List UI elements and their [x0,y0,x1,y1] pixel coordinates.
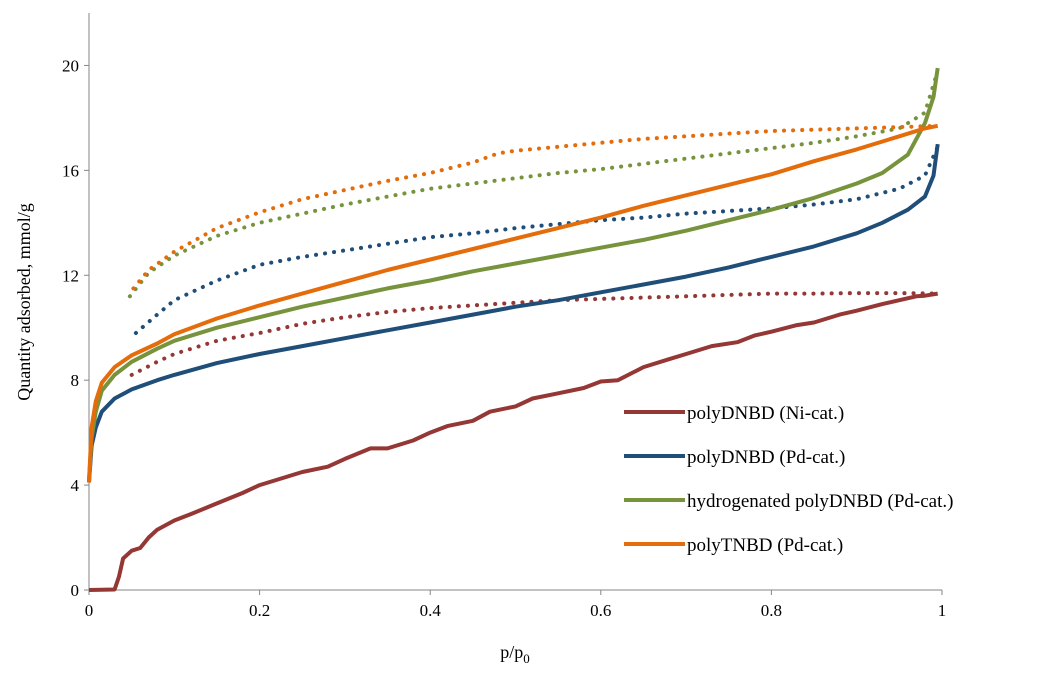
legend-label: polyDNBD (Ni-cat.) [687,403,844,424]
y-tick-label: 0 [71,581,80,600]
x-axis-title-main: p/p [500,642,523,662]
series-line-6-solid [87,123,939,483]
x-tick-label: 1 [938,601,947,620]
series-line-4-solid [87,67,940,480]
legend-label: polyDNBD (Pd-cat.) [687,447,845,468]
y-tick-label: 12 [62,266,79,285]
x-axis-title-subscript: 0 [523,651,530,666]
axes [88,13,942,591]
x-tick-label: 0.8 [761,601,782,620]
y-tick-label: 4 [71,476,80,495]
x-tick-label: 0.6 [590,601,611,620]
x-tick-label: 0 [85,601,94,620]
ticks [84,64,943,595]
tick-labels: 0 4 8 12 16 20 0 0.2 0.4 0.6 0.8 1 [62,56,946,620]
y-axis-title: Quantity adsorbed, mmol/g [14,203,34,400]
series-line-3-dotted [133,144,940,335]
y-tick-label: 16 [62,161,79,180]
series-line-5-dotted [127,68,940,299]
y-tick-label: 20 [62,56,79,75]
series-line-2-solid [87,143,940,483]
series-line-0-solid [88,291,939,592]
legend: polyDNBD (Ni-cat.) polyDNBD (Pd-cat.) hydr… [624,403,953,556]
x-tick-label: 0.4 [420,601,442,620]
legend-label: polyTNBD (Pd-cat.) [687,535,843,556]
series-line-7-dotted [131,123,940,291]
legend-label: hydrogenated polyDNBD (Pd-cat.) [687,491,953,512]
x-tick-label: 0.2 [249,601,270,620]
x-axis-title: p/p0 [500,642,530,666]
y-tick-label: 8 [71,371,80,390]
series-layer [87,67,940,592]
